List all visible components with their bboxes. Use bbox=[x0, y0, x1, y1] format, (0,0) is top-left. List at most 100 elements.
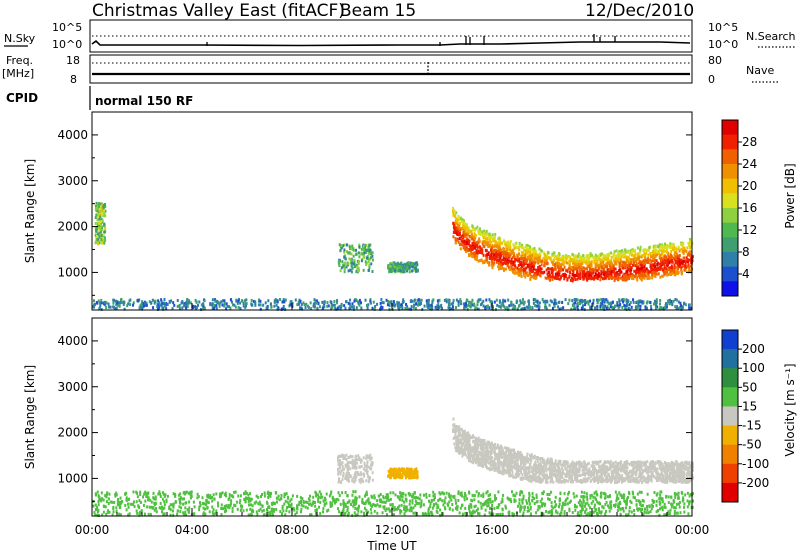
power-cell bbox=[681, 265, 684, 269]
power-cell bbox=[551, 254, 554, 258]
power-cell bbox=[151, 298, 154, 302]
power-cell bbox=[533, 258, 536, 262]
velocity-cell bbox=[537, 505, 540, 509]
power-cell bbox=[467, 238, 470, 242]
power-cell bbox=[473, 304, 476, 308]
power-cell bbox=[214, 299, 217, 303]
power-cell bbox=[534, 300, 537, 304]
power-cell bbox=[646, 275, 649, 279]
power-cell bbox=[313, 305, 316, 309]
velocity-cell bbox=[184, 491, 187, 495]
power-cell bbox=[245, 302, 248, 306]
velocity-cell bbox=[638, 507, 641, 511]
power-cell bbox=[595, 273, 598, 277]
power-cell bbox=[476, 225, 479, 229]
power-cell bbox=[582, 266, 585, 270]
power-cell bbox=[486, 236, 489, 240]
power-cell bbox=[665, 272, 668, 276]
velocity-cell bbox=[409, 499, 412, 503]
power-cell bbox=[679, 301, 682, 305]
power-cell bbox=[557, 272, 560, 276]
power-cell bbox=[580, 255, 583, 259]
velocity-cell bbox=[518, 493, 521, 497]
power-cell bbox=[178, 307, 181, 311]
power-cell bbox=[464, 239, 467, 243]
power-cell bbox=[608, 264, 611, 268]
power-cell bbox=[590, 274, 593, 278]
velocity-cell bbox=[243, 492, 246, 496]
velocity-cell bbox=[514, 494, 517, 498]
power-cell bbox=[574, 278, 577, 282]
velocity-cell bbox=[615, 499, 618, 503]
velocity-cell bbox=[335, 500, 338, 504]
power-cell bbox=[605, 262, 608, 266]
power-cell bbox=[500, 254, 503, 258]
velocity-cell bbox=[572, 492, 575, 496]
power-cell bbox=[103, 236, 106, 240]
velocity-cell bbox=[568, 507, 571, 511]
velocity-cell bbox=[109, 500, 112, 504]
power-cell bbox=[577, 276, 580, 280]
velocity-scatter bbox=[92, 417, 694, 517]
power-cell bbox=[347, 261, 350, 265]
velocity-cell bbox=[416, 496, 419, 500]
velocity-cell bbox=[96, 505, 99, 509]
velocity-cell bbox=[240, 504, 243, 508]
velocity-cell bbox=[668, 512, 671, 516]
power-cell bbox=[634, 305, 637, 309]
power-cell bbox=[520, 257, 523, 261]
velocity-cell bbox=[429, 505, 432, 509]
power-cell bbox=[600, 297, 603, 301]
power-cell bbox=[597, 271, 600, 275]
power-cell bbox=[560, 265, 563, 269]
power-cell bbox=[479, 233, 482, 237]
power-cell bbox=[466, 227, 469, 231]
power-cell bbox=[477, 241, 480, 245]
power-cell bbox=[628, 307, 631, 311]
velocity-cell bbox=[583, 495, 586, 499]
power-cell bbox=[98, 235, 101, 239]
power-cell bbox=[661, 249, 664, 253]
power-cell bbox=[459, 247, 462, 251]
power-cell bbox=[544, 259, 547, 263]
power-cell bbox=[690, 245, 693, 249]
power-cell bbox=[615, 254, 618, 258]
velocity-cell bbox=[367, 501, 370, 505]
power-cell bbox=[594, 276, 597, 280]
power-cell bbox=[571, 303, 574, 307]
velocity-cell bbox=[482, 495, 485, 499]
velocity-cell bbox=[673, 491, 676, 495]
power-cell bbox=[95, 201, 98, 205]
power-cell bbox=[684, 303, 687, 307]
power-cell bbox=[612, 268, 615, 272]
power-cell bbox=[573, 275, 576, 279]
power-cell bbox=[623, 264, 626, 268]
power-cell bbox=[164, 304, 167, 308]
power-cell bbox=[532, 261, 535, 265]
power-cell bbox=[459, 302, 462, 306]
power-cell bbox=[621, 263, 624, 267]
power-cell bbox=[682, 259, 685, 263]
power-cell bbox=[522, 259, 525, 263]
velocity-cell bbox=[493, 507, 496, 511]
power-cell bbox=[650, 260, 653, 264]
velocity-cell bbox=[118, 503, 121, 507]
power-cell bbox=[484, 237, 487, 241]
power-cell bbox=[517, 257, 520, 261]
power-cell bbox=[355, 270, 358, 274]
power-cell bbox=[689, 264, 692, 268]
velocity-cell bbox=[224, 507, 227, 511]
velocity-cell bbox=[631, 490, 634, 494]
velocity-cell bbox=[97, 503, 100, 507]
power-cell bbox=[410, 305, 413, 309]
power-cell bbox=[350, 263, 353, 267]
velocity-cell bbox=[385, 513, 388, 517]
velocity-cell bbox=[563, 512, 566, 516]
power-cell bbox=[339, 307, 342, 311]
power-cell bbox=[599, 258, 602, 262]
power-cell bbox=[504, 242, 507, 246]
power-cell bbox=[579, 302, 582, 306]
power-cell bbox=[358, 298, 361, 302]
power-cell bbox=[647, 253, 650, 257]
power-cell bbox=[243, 299, 246, 303]
